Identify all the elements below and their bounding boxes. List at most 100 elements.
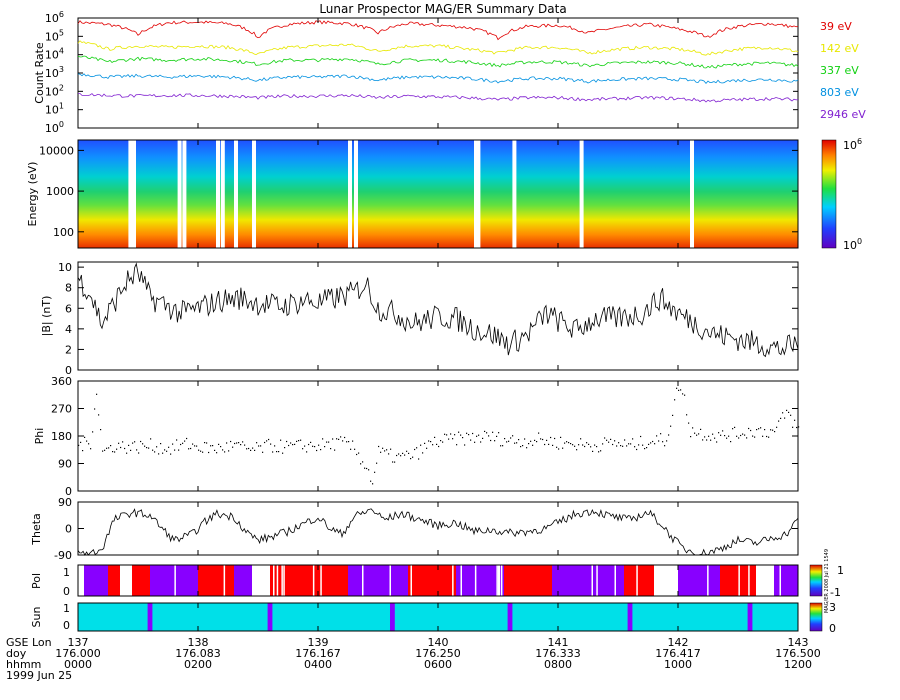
- phi-point: [216, 452, 218, 454]
- phi-point: [196, 445, 198, 447]
- phi-point: [238, 442, 240, 444]
- x-tick-lon: 141: [548, 636, 569, 649]
- phi-point: [518, 439, 520, 441]
- field-magnitude-tick-label: 6: [65, 302, 72, 315]
- phi-point: [178, 449, 180, 451]
- phi-point: [296, 440, 298, 442]
- phi-point: [250, 449, 252, 451]
- phi-point: [224, 451, 226, 453]
- sun-panel: 01 Sun 3 0: [30, 601, 836, 635]
- count-rate-axis-label: Count Rate: [33, 42, 46, 104]
- phi-point: [258, 445, 260, 447]
- energy-tick-label: 1000: [46, 185, 74, 198]
- theta-tick-label: -90: [54, 549, 72, 562]
- phi-point: [666, 440, 668, 442]
- polarity-gap: [707, 565, 709, 596]
- phi-point: [640, 435, 642, 438]
- polarity-gap: [130, 565, 132, 596]
- phi-point: [442, 441, 444, 443]
- energy-gap: [476, 140, 481, 248]
- count-rate-tick-exp: 1: [59, 102, 64, 111]
- phi-point: [456, 444, 458, 446]
- phi-point: [340, 436, 342, 438]
- phi-point: [194, 445, 196, 447]
- polarity-segment: [552, 565, 624, 596]
- energy-gap: [177, 140, 182, 248]
- phi-point: [736, 435, 738, 437]
- phi-point: [270, 443, 272, 445]
- phi-point: [412, 456, 414, 458]
- phi-point: [252, 447, 254, 449]
- count-rate-tick-label: 100: [45, 120, 64, 135]
- phi-point: [302, 448, 304, 450]
- phi-point: [728, 435, 730, 437]
- sun-colorbar-min: 0: [829, 622, 836, 635]
- phi-point: [520, 446, 522, 448]
- phi-point: [714, 437, 716, 439]
- phi-point: [264, 441, 266, 444]
- phi-point: [248, 447, 250, 450]
- sun-shadow-interval: [267, 603, 273, 631]
- phi-point: [212, 445, 214, 447]
- phi-point: [94, 408, 96, 410]
- phi-point: [750, 429, 752, 432]
- count-rate-tick-base: 10: [45, 104, 59, 117]
- count-rate-tick-label: 105: [45, 28, 64, 43]
- phi-point: [538, 432, 540, 434]
- phi-point: [770, 429, 772, 431]
- phi-point: [614, 440, 616, 442]
- phi-point: [418, 458, 420, 460]
- chart-title: Lunar Prospector MAG/ER Summary Data: [319, 2, 566, 16]
- legend-142-ev: 142 eV: [820, 42, 859, 55]
- phi-point: [184, 440, 186, 442]
- count-rate-tick-label: 104: [45, 47, 64, 62]
- phi-point: [508, 440, 510, 442]
- phi-point: [228, 450, 230, 452]
- phi-point: [608, 441, 610, 443]
- phi-point: [150, 438, 152, 440]
- phi-point: [310, 441, 312, 443]
- phi-point: [430, 441, 432, 443]
- polarity-gap: [591, 565, 593, 596]
- phi-point: [582, 444, 584, 446]
- phi-point: [88, 443, 90, 445]
- phi-point: [644, 448, 646, 450]
- phi-point: [352, 440, 354, 442]
- phi-point: [704, 436, 706, 438]
- polarity-gap: [276, 565, 279, 596]
- field-magnitude-trace: [77, 262, 799, 358]
- phi-point: [632, 438, 634, 440]
- phi-point: [392, 461, 394, 463]
- phi-point: [718, 432, 720, 434]
- phi-point: [618, 442, 620, 444]
- phi-point: [424, 442, 426, 444]
- phi-point: [570, 443, 572, 445]
- x-row-label-hhmm: hhmm: [6, 658, 41, 671]
- energy-gap: [182, 140, 187, 248]
- energy-gap: [132, 140, 136, 248]
- phi-point: [422, 452, 424, 454]
- theta-axis-label: Theta: [30, 513, 43, 546]
- phi-point: [278, 451, 280, 453]
- mag-er-stamp: MAG/ER 2008 Jul 21 1549: [824, 549, 830, 613]
- phi-point: [784, 417, 786, 419]
- count-rate-line-4: [77, 93, 799, 103]
- phi-point: [152, 449, 154, 451]
- phi-point: [664, 445, 666, 447]
- energy-data-gaps: [128, 140, 694, 248]
- energy-colorbar-max: 106: [843, 137, 862, 152]
- field-magnitude-tick-label: 8: [65, 282, 72, 295]
- energy-spectrogram: [78, 140, 798, 248]
- phi-point: [104, 449, 106, 451]
- phi-point: [576, 449, 578, 451]
- phi-point: [546, 439, 548, 441]
- energy-gap: [474, 140, 478, 248]
- phi-point: [164, 449, 166, 451]
- phi-point: [660, 433, 662, 435]
- phi-point: [206, 442, 208, 444]
- phi-point: [90, 448, 92, 450]
- phi-point: [700, 428, 702, 430]
- phi-point: [214, 449, 216, 451]
- polarity-gap: [281, 565, 283, 596]
- phi-point: [598, 451, 600, 453]
